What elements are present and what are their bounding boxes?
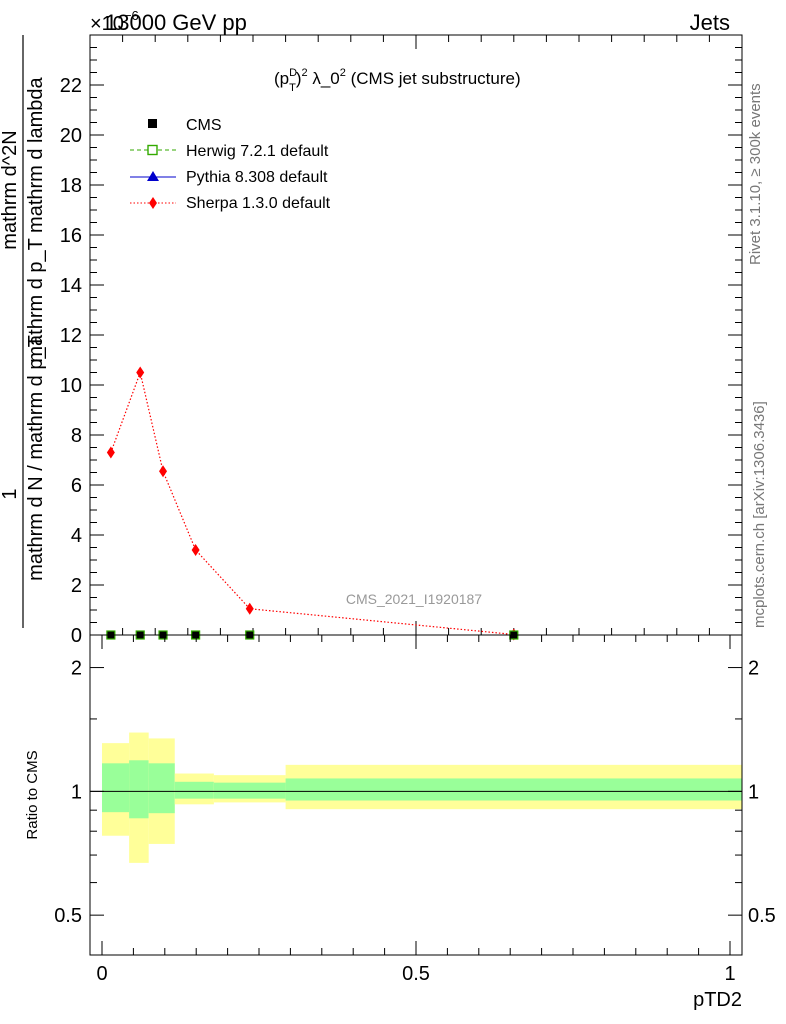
beam-label: 13000 GeV pp [105,10,247,35]
analysis-watermark: CMS_2021_I1920187 [346,591,482,607]
ratio-y-tick-label: 0.5 [54,905,82,927]
ratio-x-axis: 0 0.5 1 [96,635,736,985]
y-label-fraction-num: mathrm d^2N [0,130,21,249]
mcplots-label: mcplots.cern.ch [arXiv:1306.3436] [751,401,768,628]
y-tick-label: 22 [60,75,82,97]
ratio-band-inner [174,781,214,799]
y-label-fraction-den: mathrm d p_T mathrm d lambda [25,76,47,362]
ratio-panel: 0.5 0.51 12 2 0 0.5 1 Ratio to CMS pTD2 [24,634,776,1011]
legend: CMS Herwig 7.2.1 default Pythia 8.308 de… [130,117,331,212]
legend-item-herwig: Herwig 7.2.1 default [130,143,329,160]
ratio-band-inner [285,778,742,801]
sherpa-point [136,366,145,379]
ratio-y-tick-label-right: 1 [748,781,759,803]
series-line-sherpa [110,370,514,636]
ratio-x-tick-label: 0.5 [402,963,430,985]
ratio-x-tick-label: 1 [724,963,735,985]
sherpa-point [106,446,115,459]
main-x-ticks [89,35,743,635]
ratio-band-inner [148,763,175,814]
y-label-denominator: mathrm d N / mathrm d p_T [25,335,47,581]
sherpa-point [159,465,168,478]
y-tick-label: 4 [71,525,82,547]
ratio-bands-layer [102,732,742,863]
legend-item-sherpa: Sherpa 1.3.0 default [130,195,331,212]
legend-label-pythia: Pythia 8.308 default [186,169,328,186]
y-tick-label: 16 [60,225,82,247]
ratio-band-inner [129,760,149,819]
y-tick-label: 12 [60,325,82,347]
legend-label-sherpa: Sherpa 1.3.0 default [186,195,331,212]
ratio-y-tick-label: 2 [71,658,82,680]
y-tick-label: 2 [71,575,82,597]
legend-item-cms: CMS [148,117,222,134]
legend-label-herwig: Herwig 7.2.1 default [186,143,329,160]
y-tick-label: 6 [71,475,82,497]
ratio-band-inner [213,782,286,799]
y-tick-label: 18 [60,175,82,197]
sherpa-point [191,544,200,556]
y-tick-label: 20 [60,125,82,147]
exponent-label: ×10−6 [90,8,139,35]
y-tick-label: 8 [71,425,82,447]
y-label-one: 1 [0,488,21,499]
y-tick-label: 0 [71,625,82,647]
legend-label-cms: CMS [186,117,222,134]
main-y-label: 1 mathrm d N / mathrm d p_T mathrm d^2N … [0,35,47,628]
ratio-y-tick-label-right: 0.5 [748,905,776,927]
rivet-label: Rivet 3.1.10, ≥ 300k events [747,83,764,265]
main-panel: 0 2 4 6 8 10 12 14 16 18 20 22 1 mathrm d N / mathr… [0,34,743,647]
ratio-y-label: Ratio to CMS [24,750,41,839]
ratio-y-axis: 0.5 0.5 1 1 2 2 [54,658,776,928]
y-tick-label: 10 [60,375,82,397]
chart-title: (pD T)2 λ_02 (CMS jet substructure) [274,67,521,94]
legend-marker-pythia [147,171,159,181]
ratio-x-tick-label: 0 [96,963,107,985]
legend-marker-cms [148,119,157,128]
legend-marker-sherpa [149,197,157,209]
main-y-axis: 0 2 4 6 8 10 12 14 16 18 20 22 [60,47,742,647]
x-axis-label: pTD2 [693,989,742,1011]
ratio-y-tick-label: 1 [71,781,82,803]
ratio-y-tick-label-right: 2 [748,658,759,680]
y-tick-label: 14 [60,275,82,297]
legend-item-pythia: Pythia 8.308 default [130,169,328,186]
legend-marker-herwig [147,144,158,156]
sherpa-point [245,602,254,615]
process-label: Jets [690,10,730,35]
ratio-band-inner [102,763,130,813]
